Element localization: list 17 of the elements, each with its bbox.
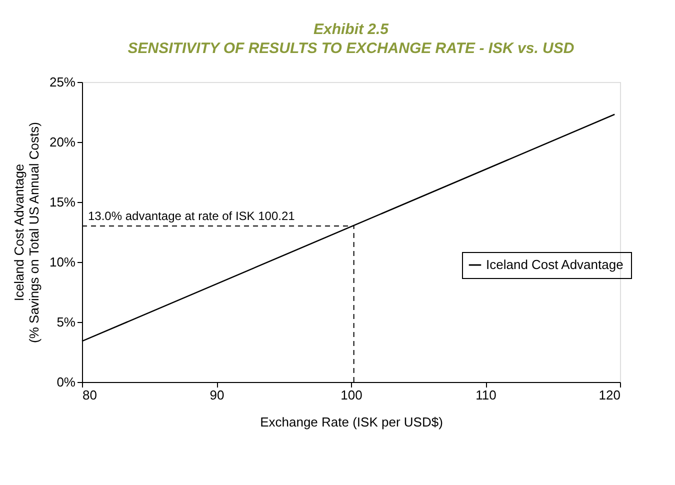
y-axis-title: Iceland Cost Advantage (% Savings on Total US Annual Costs) [11,122,42,343]
x-tick-label: 80 [82,388,97,402]
x-tick-label: 110 [476,388,496,402]
y-tick-label: 10% [49,254,76,270]
y-tick-label: 15% [49,194,76,210]
y-tick-label: 0% [56,374,76,390]
x-axis-title: Exchange Rate (ISK per USD$) [260,414,443,430]
ref-line-label: 13.0% advantage at rate of ISK 100.21 [88,209,296,223]
chart-subtitle: SENSITIVITY OF RESULTS TO EXCHANGE RATE - ISK vs. USD [128,40,574,57]
y-tick-label: 5% [56,314,76,330]
y-tick-label: 20% [49,134,76,150]
x-tick-label: 90 [210,388,224,402]
y-tick-label: 25% [49,74,76,90]
chart-title: Exhibit 2.5 [313,21,390,38]
x-tick-label: 120 [598,388,620,402]
legend-label: Iceland Cost Advantage [486,257,624,272]
x-tick-label: 100 [340,388,362,402]
